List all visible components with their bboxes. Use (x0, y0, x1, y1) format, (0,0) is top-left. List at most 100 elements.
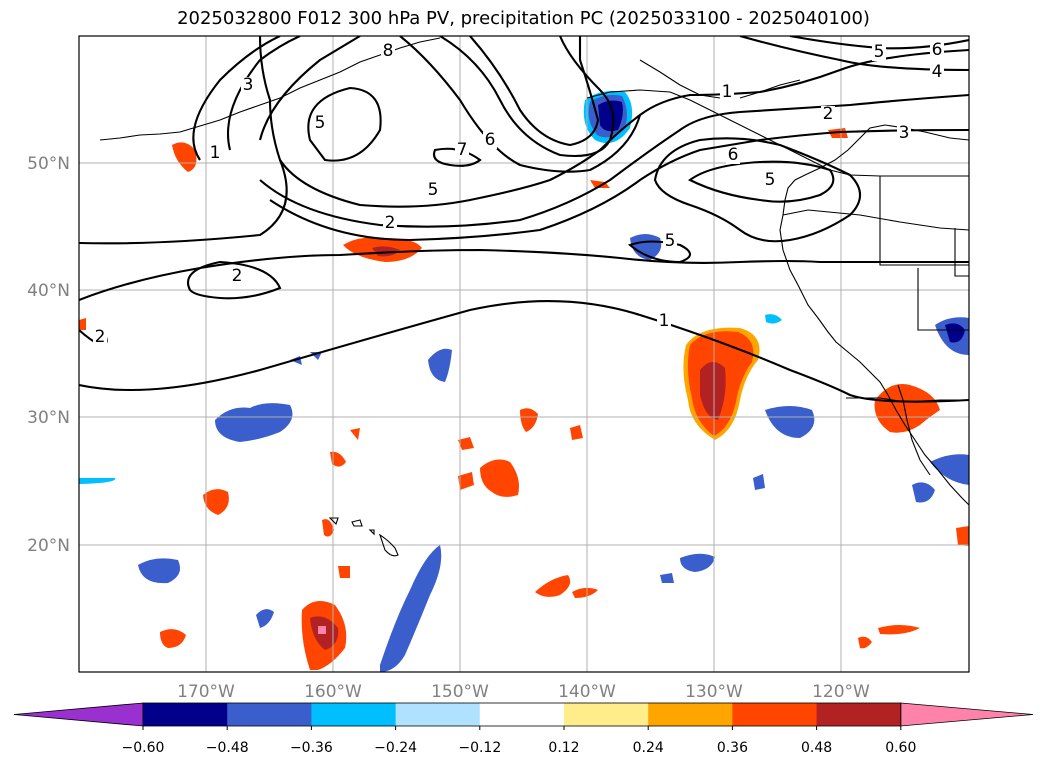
pv-contour-label-bg (426, 182, 440, 199)
pv-contour-label-bg (383, 215, 397, 232)
pv-contour-label-bg (720, 84, 734, 101)
pos-anomaly-area (570, 425, 583, 440)
pos-anomaly-strong (700, 361, 726, 420)
pv-contour-label: 5 (665, 231, 676, 251)
lon-label-130w: 130°W (685, 682, 743, 702)
lat-label-30n: 30°N (27, 408, 70, 428)
colorbar-tick-label: 0.12 (548, 740, 579, 756)
pos-anomaly-area (203, 489, 229, 515)
colorbar-tick-label: −0.60 (122, 740, 165, 756)
neg-anomaly-area (428, 348, 452, 382)
neg-anomaly-area (256, 609, 274, 628)
pos-anomaly-area (858, 636, 872, 649)
pos-anomaly-area (330, 451, 346, 467)
pv-contour-label: 4 (932, 62, 943, 82)
lon-label-120w: 120°W (812, 682, 870, 702)
pos-anomaly-area (878, 625, 920, 635)
pv-contour-label: 5 (874, 42, 885, 62)
colorbar-segment (395, 703, 481, 726)
lat-label-20n: 20°N (27, 536, 70, 556)
pos-anomaly-strong (372, 246, 400, 257)
pv-contour-label-bg (872, 44, 886, 61)
pv-contour-label-bg (930, 42, 944, 59)
neg-anomaly-area (765, 314, 782, 324)
pv-contours (79, 36, 969, 403)
pv-contour-label: 5 (315, 113, 326, 133)
map-background (79, 36, 969, 672)
map-gridlines (79, 36, 969, 672)
pos-anomaly-area (520, 408, 538, 432)
lon-label-150w: 150°W (431, 682, 489, 702)
pv-contour-label: 1 (210, 143, 221, 163)
pos-anomaly-area (338, 566, 350, 578)
pos-anomaly-area (572, 587, 598, 598)
pv-contour-label: 8 (383, 41, 394, 61)
lat-label-50n: 50°N (27, 154, 70, 174)
neg-anomaly-strong (945, 323, 965, 343)
colorbar-tick-label: −0.48 (206, 740, 249, 756)
precip-anomaly-shading (79, 91, 969, 672)
pv-contour-label: 7 (457, 140, 468, 160)
colorbar-segment (732, 703, 818, 726)
colorbar-segment (816, 703, 902, 726)
colorbar-segment (227, 703, 312, 726)
colorbar: −0.60 −0.48 −0.36 −0.24 −0.12 0.12 0.24 0.36 0.4… (13, 702, 1034, 756)
colorbar-frame (142, 702, 902, 727)
pv-contour-label: 2 (95, 327, 106, 347)
pos-anomaly-area (79, 318, 86, 330)
colorbar-tick-label: 0.60 (885, 740, 916, 756)
colorbar-segment (564, 703, 649, 726)
neg-anomaly-area (215, 403, 293, 442)
pv-contour-label: 3 (243, 75, 254, 95)
pos-anomaly-area (322, 519, 334, 537)
pv-contour-label-bg (663, 233, 677, 250)
neg-anomaly-area (138, 558, 181, 584)
pv-contour-label: 6 (728, 145, 739, 165)
neg-anomaly-strong (598, 100, 623, 132)
figure-title: 2025032800 F012 300 hPa PV, precipitatio… (177, 8, 870, 29)
colorbar-segment (648, 703, 733, 726)
colorbar-tick-label: −0.24 (374, 740, 417, 756)
pv-contour-label: 6 (485, 130, 496, 150)
pv-contour-label-bg (657, 313, 671, 330)
lon-label-160w: 160°W (304, 682, 362, 702)
neg-anomaly-area (765, 406, 815, 438)
pv-contour-label: 2 (823, 104, 834, 124)
colorbar-extend-min (13, 702, 144, 727)
pv-contour-label: 2 (232, 266, 243, 286)
pv-contour-label-bg (483, 132, 497, 149)
neg-anomaly-area (912, 482, 935, 503)
pos-anomaly-area (458, 472, 474, 490)
colorbar-tick-label: 0.48 (801, 740, 832, 756)
pos-anomaly-area (160, 629, 186, 648)
pv-contour-label-bg (230, 268, 244, 285)
lat-label-40n: 40°N (27, 281, 70, 301)
neg-anomaly-area (753, 474, 765, 490)
pv-contour-label-bg (726, 147, 740, 164)
pv-contour-label-bg (93, 329, 107, 346)
lon-label-170w: 170°W (177, 682, 235, 702)
neg-anomaly-area (930, 454, 969, 485)
pv-contour-label-bg (455, 142, 469, 159)
colorbar-tick-label: −0.36 (290, 740, 333, 756)
pos-anomaly-area (874, 384, 940, 433)
pv-contour-label-bg (313, 115, 327, 132)
pv-contour-label-bg (381, 43, 395, 60)
pos-anomaly-area (535, 575, 571, 597)
pv-contour-label-bg (763, 172, 777, 189)
pv-contour-label: 1 (659, 311, 670, 331)
colorbar-tick-label: 0.36 (717, 740, 748, 756)
pv-contour-label: 2 (385, 213, 396, 233)
lon-label-140w: 140°W (558, 682, 616, 702)
pv-contour-label-bg (208, 145, 222, 162)
map-frame (78, 35, 970, 673)
pos-anomaly-area (172, 142, 197, 172)
pos-anomaly-max (318, 626, 326, 634)
pv-contour-label: 5 (765, 170, 776, 190)
colorbar-tick-label: 0.24 (633, 740, 664, 756)
neg-anomaly-area (79, 478, 116, 484)
pos-anomaly-area (480, 459, 519, 497)
colorbar-extend-max (900, 702, 1034, 727)
